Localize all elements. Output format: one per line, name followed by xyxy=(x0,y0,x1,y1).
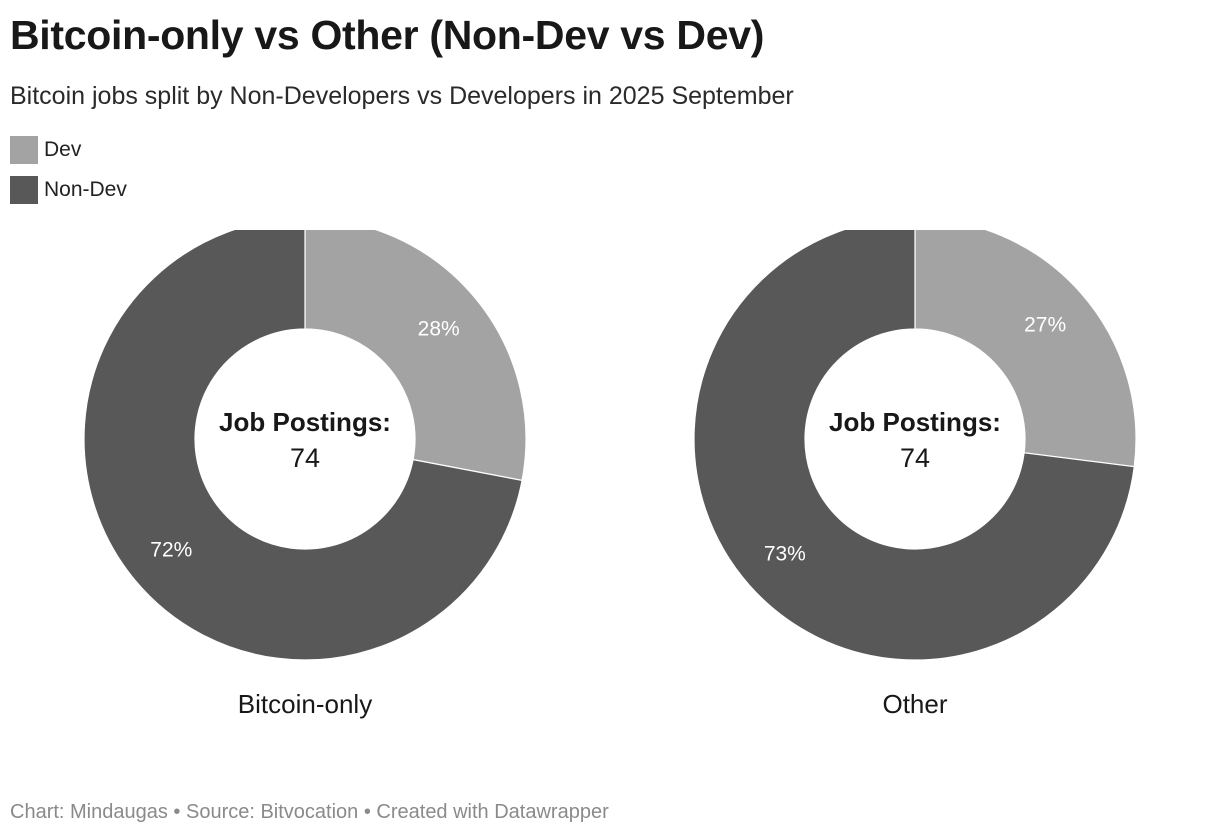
slice-bitcoin-only-dev xyxy=(304,230,527,482)
slice-label-other-non-dev: 73% xyxy=(764,543,806,566)
center-label-bitcoin-only: Job Postings: xyxy=(219,407,391,437)
donut-charts-area: 28% 72% Job Postings: 74 Bitcoin-only 27% 73% J… xyxy=(0,230,1220,760)
center-label-other: Job Postings: xyxy=(829,407,1001,437)
legend-swatch-non-dev xyxy=(10,176,38,204)
slice-bitcoin-only-non-dev xyxy=(83,230,523,661)
slice-label-bitcoin-only-non-dev: 72% xyxy=(150,539,192,562)
chart-name-bitcoin-only: Bitcoin-only xyxy=(238,689,372,719)
legend-swatch-dev xyxy=(10,136,38,164)
donut-bitcoin-only: 28% 72% Job Postings: 74 Bitcoin-only xyxy=(83,230,527,719)
legend-item-dev: Dev xyxy=(10,136,127,164)
legend-label-dev: Dev xyxy=(44,138,82,161)
legend: Dev Non-Dev xyxy=(10,136,127,216)
center-total-bitcoin-only: 74 xyxy=(290,443,320,473)
slice-other-non-dev xyxy=(693,230,1135,661)
slice-label-bitcoin-only-dev: 28% xyxy=(418,317,460,340)
chart-name-other: Other xyxy=(882,689,947,719)
chart-title: Bitcoin-only vs Other (Non-Dev vs Dev) xyxy=(10,12,765,58)
chart-subtitle: Bitcoin jobs split by Non-Developers vs … xyxy=(10,82,794,110)
donut-charts-svg: 28% 72% Job Postings: 74 Bitcoin-only 27% 73% J… xyxy=(83,230,1137,719)
legend-item-non-dev: Non-Dev xyxy=(10,176,127,204)
center-total-other: 74 xyxy=(900,443,930,473)
legend-label-non-dev: Non-Dev xyxy=(44,178,127,201)
slice-other-dev xyxy=(914,230,1137,468)
donut-other: 27% 73% Job Postings: 74 Other xyxy=(693,230,1137,719)
slice-label-other-dev: 27% xyxy=(1024,313,1066,336)
chart-footer: Chart: Mindaugas • Source: Bitvocation •… xyxy=(10,801,609,823)
